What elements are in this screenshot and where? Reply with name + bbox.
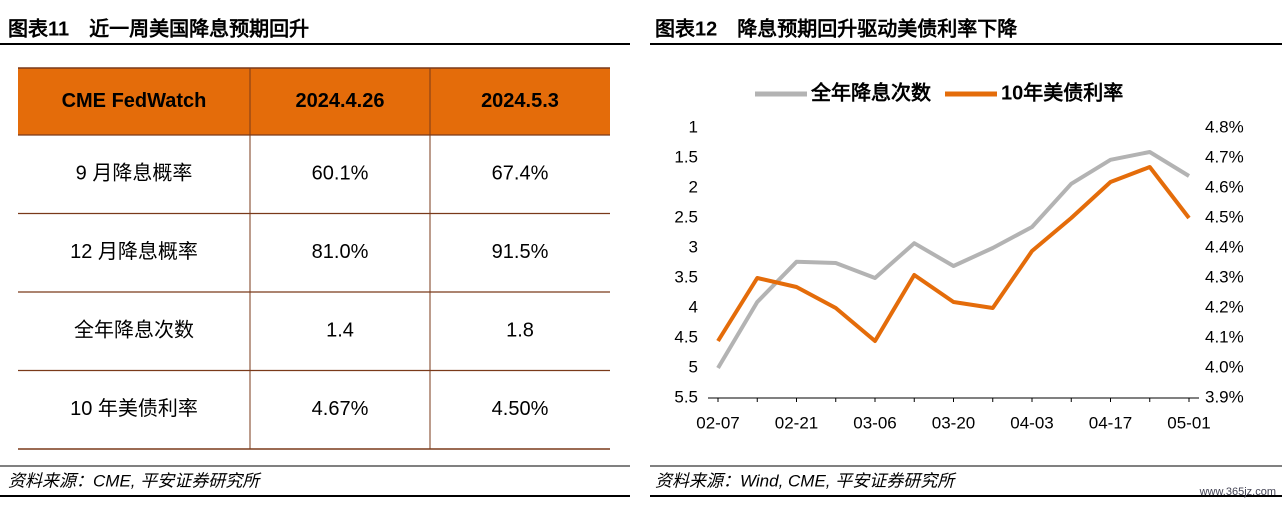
y2-tick-label: 4.2% (1205, 297, 1244, 316)
y2-tick-label: 4.3% (1205, 267, 1244, 286)
y-tick-label: 1 (689, 117, 698, 136)
right-source: 资料来源：Wind, CME, 平安证券研究所 (655, 471, 957, 490)
table-cell: 81.0% (312, 241, 369, 263)
table-cell: 12 月降息概率 (70, 240, 198, 263)
y-tick-label: 5.5 (674, 387, 698, 406)
y2-tick-label: 4.6% (1205, 177, 1244, 196)
x-tick-label: 04-17 (1089, 413, 1132, 432)
right-title: 图表12 降息预期回升驱动美债利率下降 (655, 16, 1018, 40)
y2-tick-label: 4.5% (1205, 207, 1244, 226)
legend-label: 全年降息次数 (810, 80, 932, 104)
legend-label: 10年美债利率 (1001, 80, 1123, 104)
y2-tick-label: 4.7% (1205, 147, 1244, 166)
table-cell: 9 月降息概率 (76, 162, 193, 185)
x-tick-label: 04-03 (1010, 413, 1053, 432)
table-header-bg (18, 68, 610, 135)
y2-tick-label: 4.8% (1205, 117, 1244, 136)
table-cell: 60.1% (312, 163, 369, 185)
watermark: www.365jz.com (1199, 486, 1276, 498)
series-line (716, 165, 1191, 343)
table-header-cell: 2024.5.3 (481, 90, 559, 112)
y-tick-label: 1.5 (674, 147, 698, 166)
table-cell: 1.4 (326, 320, 354, 342)
left-title: 图表11 近一周美国降息预期回升 (8, 16, 309, 40)
table-header-cell: 2024.4.26 (296, 90, 385, 112)
x-tick-label: 05-01 (1167, 413, 1210, 432)
x-tick-label: 02-07 (696, 413, 739, 432)
y-tick-label: 3 (689, 237, 698, 256)
table-cell: 67.4% (492, 163, 549, 185)
y2-tick-label: 3.9% (1205, 387, 1244, 406)
y-tick-label: 3.5 (674, 267, 698, 286)
table-cell: 4.50% (492, 398, 549, 420)
series-line (716, 150, 1191, 370)
table-cell: 10 年美债利率 (70, 397, 198, 420)
y2-tick-label: 4.0% (1205, 357, 1244, 376)
y2-tick-label: 4.4% (1205, 237, 1244, 256)
left-source: 资料来源：CME, 平安证券研究所 (8, 471, 262, 490)
table-cell: 1.8 (506, 320, 534, 342)
y-tick-label: 5 (689, 357, 698, 376)
y-tick-label: 4.5 (674, 327, 698, 346)
x-tick-label: 03-06 (853, 413, 896, 432)
table-cell: 91.5% (492, 241, 549, 263)
y-tick-label: 2.5 (674, 207, 698, 226)
y2-tick-label: 4.1% (1205, 327, 1244, 346)
y-tick-label: 2 (689, 177, 698, 196)
x-tick-label: 02-21 (775, 413, 818, 432)
table-cell: 4.67% (312, 398, 369, 420)
y-tick-label: 4 (689, 297, 698, 316)
table-header-cell: CME FedWatch (62, 90, 207, 112)
x-tick-label: 03-20 (932, 413, 975, 432)
table-cell: 全年降息次数 (74, 319, 194, 342)
